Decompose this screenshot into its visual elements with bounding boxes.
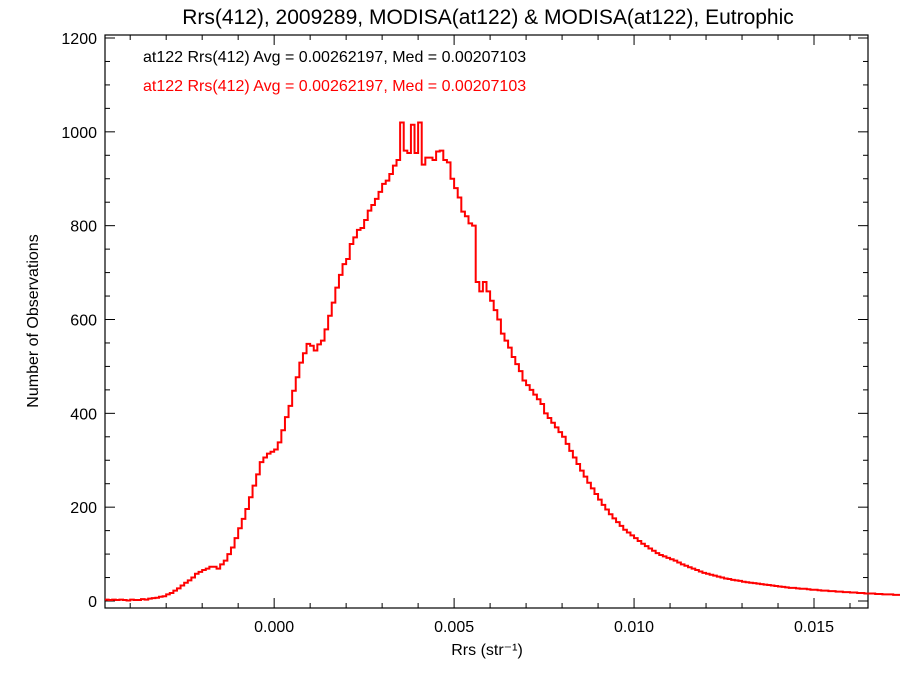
histogram-series-group: [105, 121, 900, 602]
x-tick-label: 0.010: [614, 619, 654, 636]
x-axis: 0.000 0.005 0.010 0.015: [129, 35, 851, 636]
x-tick-label: 0.005: [434, 619, 474, 636]
x-axis-label: Rrs (str⁻¹): [451, 642, 523, 659]
y-axis-label: Number of Observations: [25, 234, 42, 407]
plot-frame: [104, 34, 869, 609]
y-tick-label: 0: [88, 594, 97, 611]
y-axis: 0 200 400 600 800 1000 1200: [61, 31, 868, 611]
y-tick-label: 600: [70, 313, 97, 330]
stats-annotation-black: at122 Rrs(412) Avg = 0.00262197, Med = 0…: [143, 49, 526, 66]
y-tick-label: 200: [70, 500, 97, 517]
histogram-series-line: [105, 121, 900, 602]
chart-title: Rrs(412), 2009289, MODISA(at122) & MODIS…: [182, 6, 794, 29]
stats-annotation-red: at122 Rrs(412) Avg = 0.00262197, Med = 0…: [143, 78, 526, 95]
y-tick-label: 400: [70, 406, 97, 423]
y-tick-label: 1000: [61, 125, 97, 142]
x-tick-label: 0.000: [254, 619, 294, 636]
x-tick-label: 0.015: [794, 619, 834, 636]
y-tick-label: 800: [70, 219, 97, 236]
y-tick-label: 1200: [61, 31, 97, 48]
